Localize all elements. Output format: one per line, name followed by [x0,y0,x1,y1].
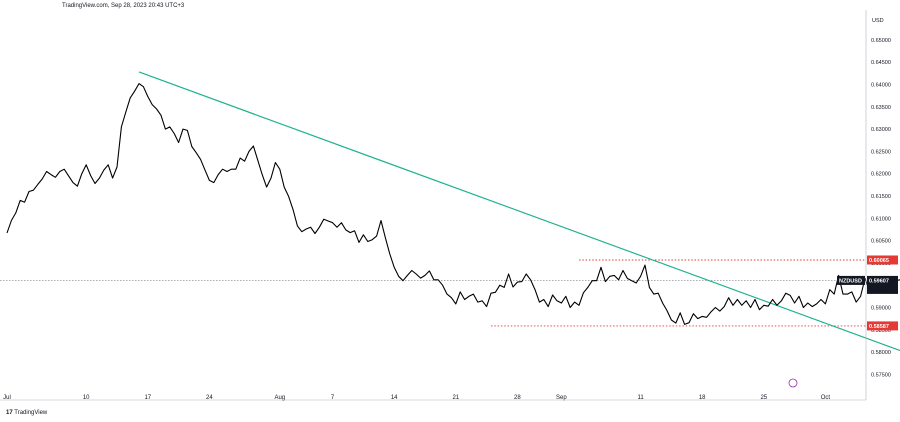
y-tick-label: 0.64500 [871,60,891,66]
level-price-tag-text: 0.60065 [869,258,889,264]
x-tick-label: 7 [331,395,335,401]
tv-logo-label: TradingView [14,410,48,416]
descending-trendline [138,71,900,352]
x-tick-label: Sep [556,395,567,401]
y-tick-label: 0.62500 [871,149,891,155]
currency-label: USD [872,18,884,24]
y-tick-label: 0.60500 [871,239,891,245]
level-price-tag [867,321,898,331]
y-tick-label: 0.64000 [871,82,891,88]
event-marker-icon [788,378,798,388]
y-tick-label: 0.63000 [871,127,891,133]
y-tick-label: 0.61000 [871,216,891,222]
y-tick-label: 0.58000 [871,350,891,356]
level-price-tag-text: 0.58587 [869,324,889,330]
x-tick-label: 18 [699,395,706,401]
price-layer [6,83,900,325]
price-tags-layer: 0.60065 0.58587 0.59607 16:18 NZDUSD [837,255,898,331]
price-series-line [6,83,900,325]
y-tick-label: 0.63500 [871,105,891,111]
levels-layer [0,259,866,327]
x-tick-label: 28 [514,395,521,401]
tv-logo-icon: 17 [6,410,13,416]
x-tick-label: 11 [637,395,644,401]
y-tick-label: 0.62000 [871,172,891,178]
x-tick-label: 25 [760,395,767,401]
y-tick-label: 0.58500 [871,328,891,334]
current-price-tag [867,275,898,294]
symbol-tag-text: NZDUSD [839,278,862,284]
axes-layer: USD 0.65000 0.64500 0.64000 0.63500 0.63000 0.… [0,10,891,401]
chart-header: TradingView.com, Sep 28, 2023 20:43 UTC+… [62,3,185,9]
x-tick-label: 24 [206,395,213,401]
y-tick-label: 0.65000 [871,38,891,44]
y-tick-label: 0.57500 [871,372,891,378]
trendline-layer [138,71,900,352]
symbol-tag [837,275,865,285]
tradingview-logo[interactable]: 17 TradingView [6,410,47,416]
x-tick-label: 14 [391,395,398,401]
level-price-tag [867,255,898,265]
arrow-layer [788,378,798,388]
x-tick-label: Oct [821,395,831,401]
current-price-tag-text: 0.59607 [869,278,889,284]
x-tick-label: 10 [83,395,90,401]
bar-countdown-text: 16:18 [869,287,883,293]
y-tick-label: 0.61500 [871,194,891,200]
x-tick-label: Aug [274,395,285,401]
y-tick-label: 0.59000 [871,305,891,311]
x-tick-label: 21 [452,395,459,401]
x-tick-label: 17 [144,395,151,401]
x-tick-label: Jul [3,395,11,401]
